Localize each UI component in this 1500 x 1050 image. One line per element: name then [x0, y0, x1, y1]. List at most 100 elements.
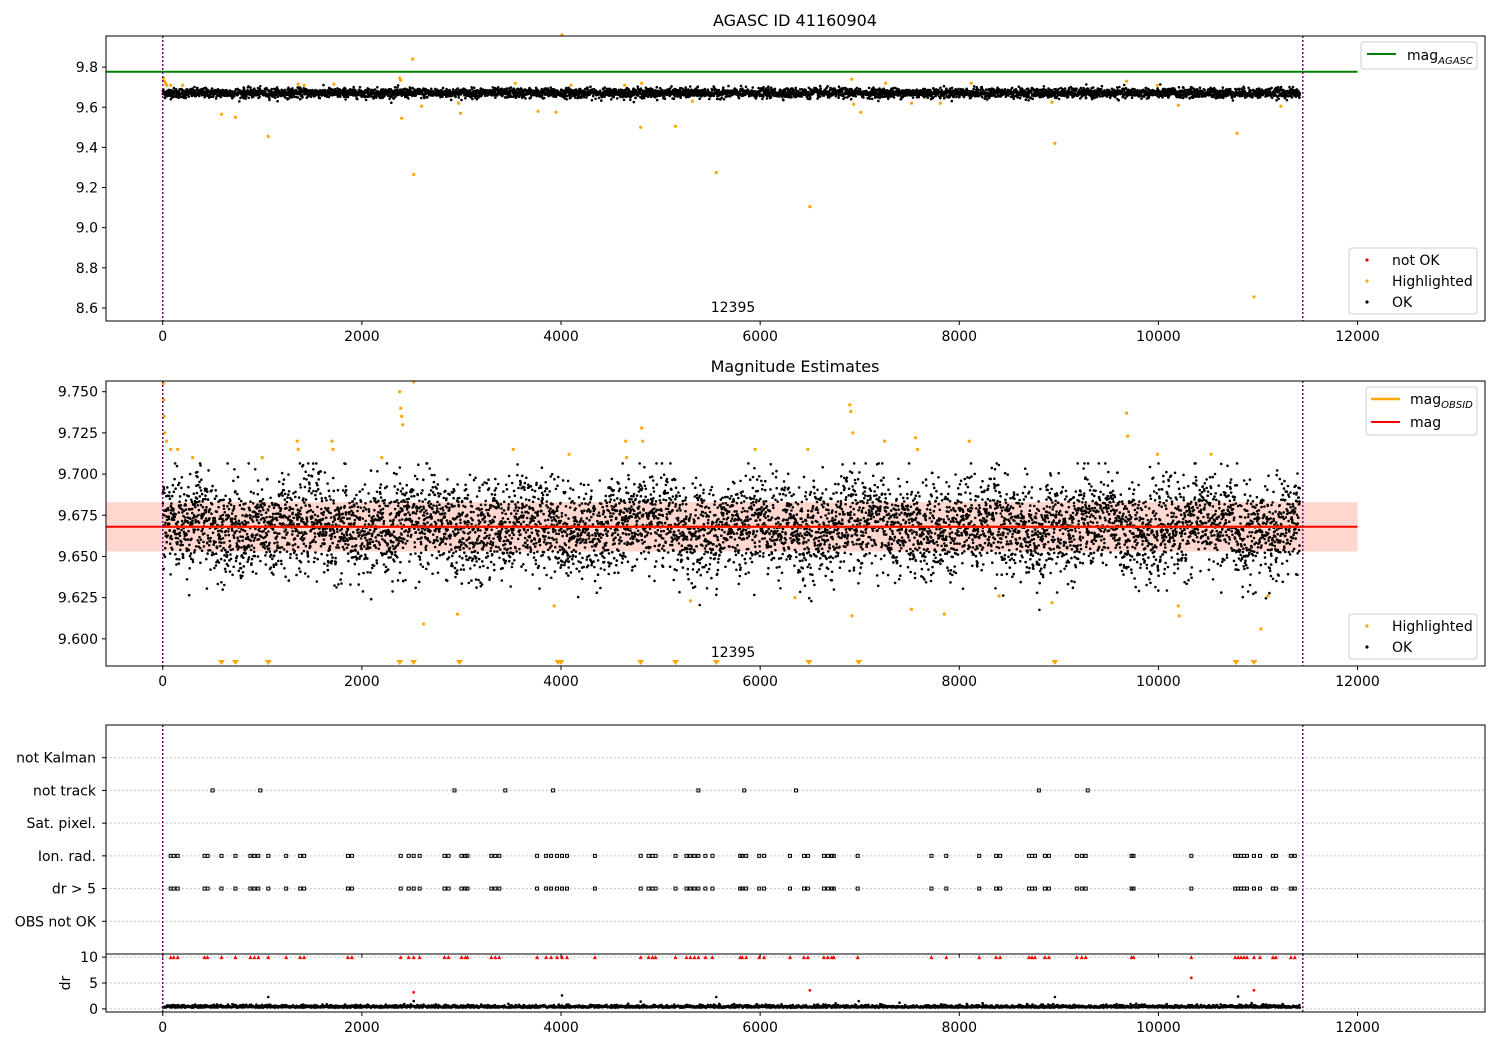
ok-point [911, 96, 915, 99]
ok-point [717, 88, 721, 92]
ok-point [877, 99, 880, 103]
ok-point [975, 86, 979, 89]
ok-point [655, 98, 659, 102]
ok-point [744, 85, 748, 89]
ok-point [762, 95, 765, 98]
ok-point [1124, 96, 1127, 100]
ok-point [1249, 90, 1252, 93]
ok-point [472, 86, 476, 90]
ok-point [950, 99, 954, 103]
ok-point [301, 96, 304, 99]
ok-point [942, 96, 946, 100]
ok-point [984, 88, 988, 91]
ok-point [1179, 96, 1183, 99]
ok-point [318, 96, 322, 100]
ok-point [1177, 86, 1181, 89]
ok-point [245, 95, 248, 98]
ok-point [818, 84, 822, 88]
ok-point [264, 91, 267, 94]
ok-point [273, 96, 277, 100]
ok-point [541, 94, 544, 97]
ok-point [629, 98, 632, 102]
ok-point [322, 83, 325, 87]
ok-point [268, 96, 271, 100]
ok-point [590, 98, 594, 102]
ok-point [972, 85, 976, 88]
ok-point [222, 89, 226, 92]
ok-point [364, 98, 368, 102]
ok-point [344, 98, 347, 101]
ok-point [985, 98, 989, 101]
ok-point [1182, 86, 1185, 90]
ok-point [352, 85, 356, 89]
ok-point [1057, 97, 1061, 101]
ok-point [464, 96, 467, 100]
ok-point [1167, 94, 1171, 97]
ok-point [1016, 96, 1019, 99]
ok-point [603, 86, 607, 89]
ok-point [524, 97, 527, 100]
ok-point [622, 98, 626, 102]
ok-point [1100, 84, 1104, 88]
ok-point [870, 97, 874, 101]
ok-point [1184, 88, 1187, 92]
ok-point [492, 93, 496, 97]
ok-point [1075, 87, 1078, 90]
ok-point [339, 95, 342, 98]
ok-point [1122, 83, 1126, 87]
ok-point [309, 95, 313, 99]
ok-point [1198, 86, 1202, 89]
ok-point [939, 86, 942, 90]
ok-point [440, 88, 443, 92]
ok-point [1003, 88, 1007, 91]
ok-point [236, 87, 239, 91]
ok-point [376, 86, 379, 89]
ok-point [182, 96, 186, 100]
ok-point [198, 94, 201, 98]
ok-point [1017, 85, 1021, 88]
ok-point [456, 87, 460, 90]
ok-point [917, 95, 921, 99]
ok-point [1203, 88, 1206, 92]
ok-point [737, 96, 741, 100]
ok-point [765, 97, 769, 100]
ok-point [837, 85, 841, 88]
ok-point [655, 85, 659, 89]
ok-point [612, 95, 615, 99]
ok-point [672, 97, 676, 100]
ok-point [1117, 98, 1120, 102]
ok-point [1092, 86, 1095, 89]
ok-point [950, 86, 954, 90]
ok-point [454, 95, 457, 99]
ok-point [849, 97, 853, 101]
ok-point [1140, 97, 1143, 100]
ok-point [299, 97, 302, 101]
ok-point [242, 87, 246, 91]
ok-point [276, 99, 279, 103]
ok-point [283, 95, 287, 99]
ok-point [275, 91, 278, 95]
ok-point [867, 86, 871, 90]
ok-point [1100, 88, 1103, 91]
ok-point [1196, 88, 1200, 92]
ok-point [837, 96, 840, 99]
ok-point [868, 97, 871, 101]
panel-agasc: AGASC ID 41160904 0 2000 4000 6000 8000 10000… [76, 11, 1486, 345]
ok-point [457, 96, 461, 99]
ok-point [600, 99, 603, 102]
ok-point [1118, 85, 1121, 89]
ok-point [722, 97, 726, 101]
ok-point [470, 88, 474, 91]
ok-point [767, 85, 770, 88]
ok-point [177, 90, 181, 93]
ok-point [972, 87, 975, 91]
ok-point [762, 85, 765, 89]
ok-point [926, 96, 930, 100]
ok-point [184, 96, 188, 100]
ok-point [1243, 87, 1246, 90]
panel-agasc-title: AGASC ID 41160904 [713, 11, 877, 30]
ok-point [597, 96, 601, 100]
ok-point [1021, 87, 1024, 91]
ok-point [1063, 87, 1067, 90]
